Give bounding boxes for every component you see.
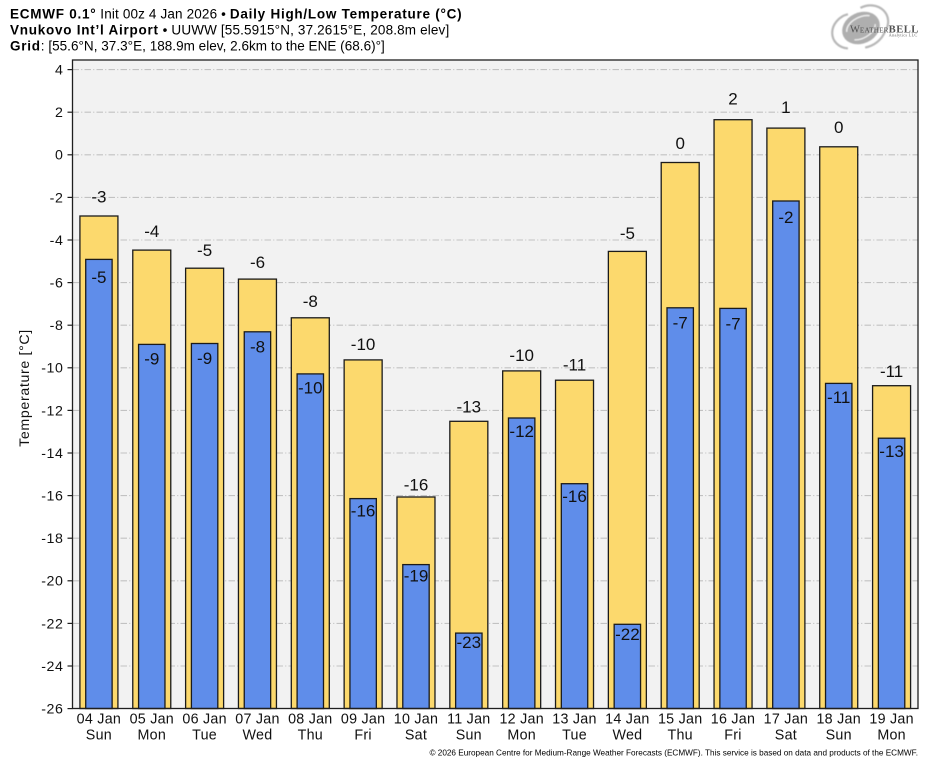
svg-text:-6: -6 bbox=[250, 253, 265, 272]
svg-text:-4: -4 bbox=[144, 222, 159, 241]
svg-text:Thu: Thu bbox=[298, 728, 323, 744]
svg-text:19 Jan: 19 Jan bbox=[869, 712, 913, 728]
svg-text:-7: -7 bbox=[725, 314, 740, 333]
svg-text:-20: -20 bbox=[41, 574, 63, 590]
svg-text:-2: -2 bbox=[778, 208, 793, 227]
svg-text:-8: -8 bbox=[303, 292, 318, 311]
svg-text:Thu: Thu bbox=[668, 728, 693, 744]
svg-text:-10: -10 bbox=[351, 335, 376, 354]
svg-text:04 Jan: 04 Jan bbox=[77, 712, 121, 728]
svg-text:12 Jan: 12 Jan bbox=[499, 712, 543, 728]
svg-text:Vnukovo Int’l Airport • UUWW [: Vnukovo Int’l Airport • UUWW [55.5915°N,… bbox=[10, 23, 449, 38]
svg-text:-22: -22 bbox=[615, 625, 640, 644]
svg-text:-5: -5 bbox=[91, 268, 106, 287]
svg-text:-13: -13 bbox=[879, 442, 904, 461]
svg-text:Sun: Sun bbox=[826, 728, 852, 744]
svg-text:-8: -8 bbox=[250, 337, 265, 356]
svg-text:© 2026 European Centre for Med: © 2026 European Centre for Medium-Range … bbox=[429, 749, 918, 758]
svg-text:-24: -24 bbox=[41, 659, 63, 675]
svg-text:2: 2 bbox=[728, 90, 737, 109]
svg-text:0: 0 bbox=[55, 148, 64, 164]
svg-text:-26: -26 bbox=[41, 702, 63, 718]
svg-text:Wed: Wed bbox=[243, 728, 273, 744]
svg-text:Mon: Mon bbox=[877, 728, 906, 744]
svg-text:Tue: Tue bbox=[562, 728, 587, 744]
svg-text:Grid: [55.6°N, 37.3°E, 188.9m: Grid: [55.6°N, 37.3°E, 188.9m elev, 2.6k… bbox=[10, 39, 385, 54]
svg-text:-16: -16 bbox=[41, 489, 63, 505]
svg-text:Sun: Sun bbox=[86, 728, 112, 744]
svg-text:2: 2 bbox=[55, 105, 64, 121]
svg-text:08 Jan: 08 Jan bbox=[288, 712, 332, 728]
svg-text:-10: -10 bbox=[509, 346, 534, 365]
svg-text:17 Jan: 17 Jan bbox=[764, 712, 808, 728]
svg-text:16 Jan: 16 Jan bbox=[711, 712, 755, 728]
svg-text:-12: -12 bbox=[41, 403, 63, 419]
svg-text:-3: -3 bbox=[91, 187, 106, 206]
svg-text:-11: -11 bbox=[880, 362, 903, 381]
svg-text:Wed: Wed bbox=[612, 728, 642, 744]
svg-text:14 Jan: 14 Jan bbox=[605, 712, 649, 728]
svg-text:11 Jan: 11 Jan bbox=[447, 712, 490, 728]
svg-text:-6: -6 bbox=[50, 276, 64, 292]
svg-text:-18: -18 bbox=[41, 531, 63, 547]
svg-text:-2: -2 bbox=[50, 190, 64, 206]
svg-text:10 Jan: 10 Jan bbox=[394, 712, 438, 728]
svg-text:-11: -11 bbox=[827, 388, 850, 407]
svg-text:WEATHERBELL: WEATHERBELL bbox=[850, 24, 919, 35]
svg-text:Mon: Mon bbox=[138, 728, 167, 744]
svg-text:ECMWF 0.1° Init 00z 4 Jan 2026: ECMWF 0.1° Init 00z 4 Jan 2026 • Daily H… bbox=[10, 7, 462, 22]
svg-text:Sat: Sat bbox=[775, 728, 797, 744]
svg-text:-16: -16 bbox=[404, 476, 429, 495]
svg-text:-14: -14 bbox=[41, 446, 63, 462]
svg-text:-22: -22 bbox=[41, 616, 63, 632]
svg-text:15 Jan: 15 Jan bbox=[658, 712, 702, 728]
svg-text:Sat: Sat bbox=[405, 728, 427, 744]
svg-text:18 Jan: 18 Jan bbox=[816, 712, 860, 728]
svg-text:06 Jan: 06 Jan bbox=[182, 712, 226, 728]
svg-text:0: 0 bbox=[675, 134, 684, 153]
svg-text:-4: -4 bbox=[50, 233, 64, 249]
svg-text:-19: -19 bbox=[404, 566, 429, 585]
svg-text:-9: -9 bbox=[144, 350, 159, 369]
svg-text:-5: -5 bbox=[620, 224, 635, 243]
svg-text:-5: -5 bbox=[197, 241, 212, 260]
svg-text:07 Jan: 07 Jan bbox=[235, 712, 279, 728]
svg-text:-7: -7 bbox=[673, 314, 688, 333]
svg-text:-8: -8 bbox=[50, 318, 64, 334]
svg-text:-16: -16 bbox=[351, 502, 376, 521]
svg-text:-10: -10 bbox=[41, 361, 63, 377]
svg-text:Temperature [°C]: Temperature [°C] bbox=[17, 329, 33, 447]
svg-text:Fri: Fri bbox=[724, 728, 741, 744]
svg-text:13 Jan: 13 Jan bbox=[552, 712, 596, 728]
svg-text:-11: -11 bbox=[563, 356, 586, 375]
svg-text:Tue: Tue bbox=[192, 728, 217, 744]
svg-text:4: 4 bbox=[55, 63, 64, 79]
svg-text:-16: -16 bbox=[562, 487, 587, 506]
svg-text:-9: -9 bbox=[197, 349, 212, 368]
svg-text:-10: -10 bbox=[298, 378, 323, 397]
svg-text:05 Jan: 05 Jan bbox=[130, 712, 174, 728]
svg-text:-12: -12 bbox=[509, 422, 534, 441]
svg-text:0: 0 bbox=[834, 118, 843, 137]
svg-text:Mon: Mon bbox=[507, 728, 536, 744]
svg-text:-23: -23 bbox=[457, 633, 482, 652]
svg-text:Analytics LLC: Analytics LLC bbox=[889, 33, 918, 38]
svg-text:1: 1 bbox=[781, 98, 790, 117]
svg-text:Sun: Sun bbox=[456, 728, 482, 744]
svg-text:09 Jan: 09 Jan bbox=[341, 712, 385, 728]
svg-text:Fri: Fri bbox=[354, 728, 371, 744]
svg-text:-13: -13 bbox=[457, 398, 482, 417]
